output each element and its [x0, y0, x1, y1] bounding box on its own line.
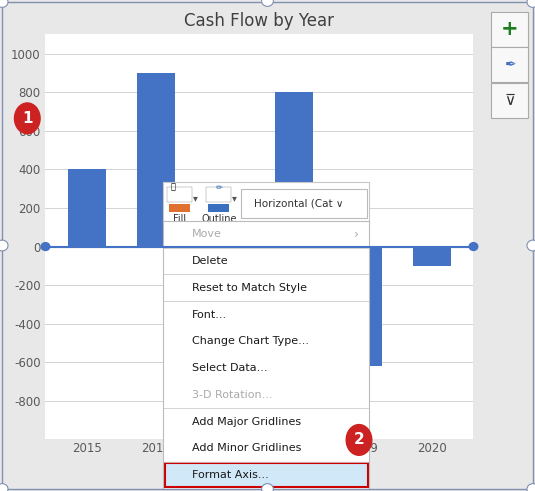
Text: 3-D Rotation...: 3-D Rotation...	[192, 390, 272, 400]
FancyBboxPatch shape	[207, 187, 231, 202]
Text: Add Minor Gridlines: Add Minor Gridlines	[192, 443, 301, 453]
Text: Add Major Gridlines: Add Major Gridlines	[192, 417, 301, 427]
Text: Font...: Font...	[192, 310, 227, 320]
FancyBboxPatch shape	[491, 83, 528, 118]
Title: Cash Flow by Year: Cash Flow by Year	[185, 12, 334, 30]
Text: 🪣: 🪣	[171, 183, 176, 191]
Text: ⊽: ⊽	[504, 93, 515, 108]
FancyBboxPatch shape	[241, 189, 367, 218]
Bar	[137, 73, 175, 246]
Circle shape	[14, 103, 40, 134]
FancyBboxPatch shape	[209, 204, 229, 212]
FancyBboxPatch shape	[491, 12, 528, 47]
Text: Delete: Delete	[192, 256, 228, 266]
Text: ▾: ▾	[232, 193, 236, 203]
Text: ▾: ▾	[193, 193, 197, 203]
Text: Fill: Fill	[173, 214, 186, 224]
Text: +: +	[501, 19, 518, 39]
FancyBboxPatch shape	[491, 47, 528, 82]
Text: Outline: Outline	[201, 214, 236, 224]
Text: Select Data...: Select Data...	[192, 363, 268, 373]
Text: Format Axis...: Format Axis...	[192, 470, 269, 480]
Text: Reset to Match Style: Reset to Match Style	[192, 283, 307, 293]
Text: Change Chart Type...: Change Chart Type...	[192, 336, 309, 346]
Circle shape	[346, 425, 372, 455]
Bar	[344, 246, 382, 366]
FancyBboxPatch shape	[170, 204, 190, 212]
Bar	[68, 169, 106, 246]
Text: ›: ›	[354, 228, 360, 241]
Text: 2: 2	[354, 433, 364, 447]
Text: ✏: ✏	[215, 183, 222, 191]
Text: ✒: ✒	[504, 58, 515, 72]
Text: 1: 1	[22, 111, 33, 126]
Bar	[413, 246, 451, 266]
FancyBboxPatch shape	[164, 463, 368, 488]
Bar	[275, 92, 313, 246]
FancyBboxPatch shape	[167, 187, 192, 202]
Text: Move: Move	[192, 229, 222, 239]
Text: Horizontal (Cat ∨: Horizontal (Cat ∨	[254, 198, 344, 208]
Bar	[206, 246, 244, 266]
